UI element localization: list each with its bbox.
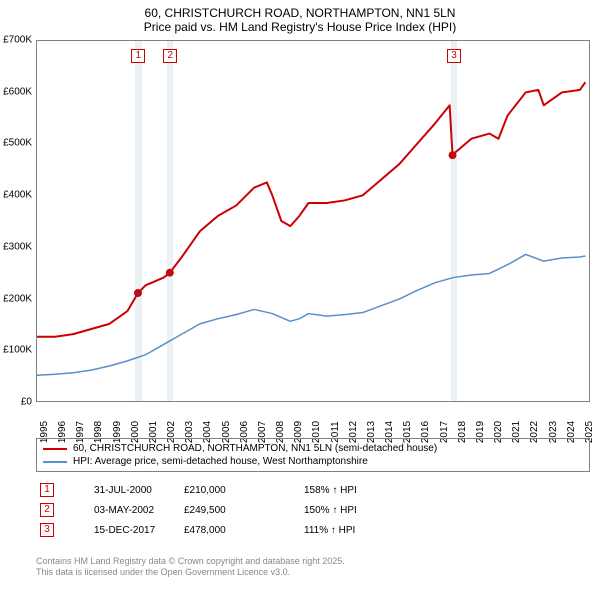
event-pct: 150% ↑ HPI <box>304 505 424 516</box>
marker-label: 3 <box>447 49 461 63</box>
legend-swatch <box>43 461 67 463</box>
legend: 60, CHRISTCHURCH ROAD, NORTHAMPTON, NN1 … <box>36 438 590 472</box>
event-pct: 111% ↑ HPI <box>304 525 424 536</box>
marker-band <box>451 41 457 401</box>
event-price: £478,000 <box>184 525 304 536</box>
legend-label: HPI: Average price, semi-detached house,… <box>73 456 368 467</box>
event-row: 203-MAY-2002£249,500150% ↑ HPI <box>36 500 590 520</box>
y-tick-label: £500K <box>3 138 32 149</box>
plot-svg <box>37 41 589 401</box>
title-line-1: 60, CHRISTCHURCH ROAD, NORTHAMPTON, NN1 … <box>0 6 600 20</box>
y-tick-label: £700K <box>3 35 32 46</box>
legend-swatch <box>43 448 67 450</box>
series-line-hpi <box>37 254 585 375</box>
legend-item: 60, CHRISTCHURCH ROAD, NORTHAMPTON, NN1 … <box>43 442 583 455</box>
event-date: 03-MAY-2002 <box>54 505 184 516</box>
event-pct: 158% ↑ HPI <box>304 485 424 496</box>
chart-container: 60, CHRISTCHURCH ROAD, NORTHAMPTON, NN1 … <box>0 0 600 590</box>
event-marker: 3 <box>40 523 54 537</box>
plot-area: 1 2 3 <box>36 40 590 402</box>
y-tick-label: £200K <box>3 293 32 304</box>
marker-label: 1 <box>131 49 145 63</box>
y-tick-label: £300K <box>3 241 32 252</box>
footer: Contains HM Land Registry data © Crown c… <box>36 556 345 579</box>
footer-line-1: Contains HM Land Registry data © Crown c… <box>36 556 345 567</box>
y-tick-label: £600K <box>3 86 32 97</box>
y-axis: £0£100K£200K£300K£400K£500K£600K£700K <box>0 40 34 402</box>
marker-band <box>167 41 173 401</box>
footer-line-2: This data is licensed under the Open Gov… <box>36 567 345 578</box>
event-marker: 1 <box>40 483 54 497</box>
marker-band <box>135 41 141 401</box>
event-price: £210,000 <box>184 485 304 496</box>
event-marker: 2 <box>40 503 54 517</box>
chart-title: 60, CHRISTCHURCH ROAD, NORTHAMPTON, NN1 … <box>0 0 600 36</box>
event-price: £249,500 <box>184 505 304 516</box>
marker-label: 2 <box>163 49 177 63</box>
event-row: 315-DEC-2017£478,000111% ↑ HPI <box>36 520 590 540</box>
event-row: 131-JUL-2000£210,000158% ↑ HPI <box>36 480 590 500</box>
title-line-2: Price paid vs. HM Land Registry's House … <box>0 20 600 34</box>
event-date: 15-DEC-2017 <box>54 525 184 536</box>
y-tick-label: £0 <box>21 397 32 408</box>
event-date: 31-JUL-2000 <box>54 485 184 496</box>
y-tick-label: £400K <box>3 190 32 201</box>
x-axis: 1995199619971998199920002001200220032004… <box>36 404 590 438</box>
legend-label: 60, CHRISTCHURCH ROAD, NORTHAMPTON, NN1 … <box>73 443 437 454</box>
series-line-property <box>37 82 585 337</box>
legend-item: HPI: Average price, semi-detached house,… <box>43 455 583 468</box>
y-tick-label: £100K <box>3 345 32 356</box>
event-table: 131-JUL-2000£210,000158% ↑ HPI203-MAY-20… <box>36 480 590 540</box>
